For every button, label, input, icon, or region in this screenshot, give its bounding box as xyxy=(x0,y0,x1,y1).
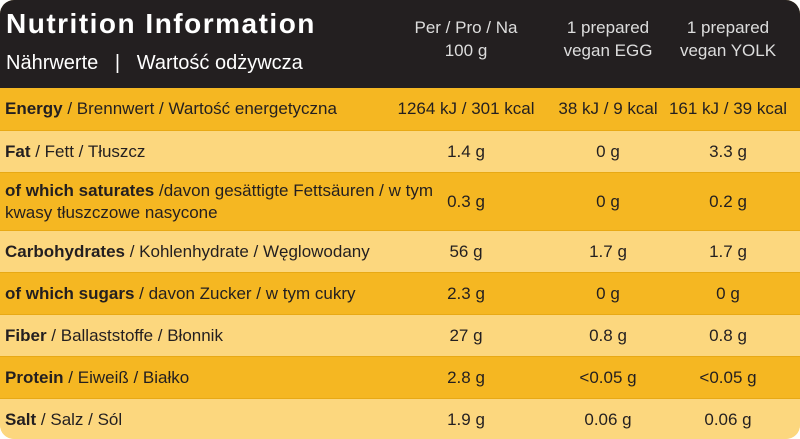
table-row: Protein / Eiweiß / Białko 2.8 g <0.05 g <0.… xyxy=(0,356,800,399)
table-row: of which saturates /davon gesättigte Fet… xyxy=(0,172,800,231)
cell-value: 3.3 g xyxy=(709,142,747,161)
row-label: Fiber / Ballaststoffe / Błonnik xyxy=(5,325,435,347)
table-row: Fiber / Ballaststoffe / Błonnik 27 g 0.8 g… xyxy=(0,314,800,357)
row-label: Carbohydrates / Kohlenhydrate / Węglowod… xyxy=(5,241,435,263)
cell-value: <0.05 g xyxy=(579,368,637,387)
cell-value: 38 kJ / 9 kcal xyxy=(558,99,658,118)
row-label: Protein / Eiweiß / Białko xyxy=(5,367,435,389)
table-row: of which sugars / davon Zucker / w tym c… xyxy=(0,272,800,315)
cell-value: 0 g xyxy=(596,284,620,303)
row-label-bold: Carbohydrates xyxy=(5,242,125,261)
row-label-rest: / davon Zucker / w tym cukry xyxy=(134,284,356,303)
subtitle: Nährwerte | Wartość odżywcza xyxy=(6,52,303,74)
cell-value: 2.3 g xyxy=(447,284,485,303)
row-label-bold: Fat xyxy=(5,142,31,161)
cell-value: 1.4 g xyxy=(447,142,485,161)
row-label-bold: Protein xyxy=(5,368,64,387)
row-label: Salt / Salz / Sól xyxy=(5,409,435,431)
row-label-bold: Salt xyxy=(5,409,37,429)
row-label-rest: / Salz / Sól xyxy=(36,409,123,429)
cell-value: 1.7 g xyxy=(589,242,627,261)
header: Nutrition Information Nährwerte | Wartoś… xyxy=(0,0,800,88)
cell-value: 0 g xyxy=(716,284,740,303)
row-label-rest: / Brennwert / Wartość energetyczna xyxy=(62,99,337,118)
table-row: Energy / Brennwert / Wartość energetyczn… xyxy=(0,88,800,130)
cell-value: 0.06 g xyxy=(584,409,632,429)
cell-value: <0.05 g xyxy=(699,368,757,387)
title: Nutrition Information xyxy=(6,8,316,39)
column-header: Per / Pro / Na 100 g xyxy=(415,16,518,62)
cell-value: 0 g xyxy=(596,192,620,211)
cell-value: 27 g xyxy=(449,326,483,345)
column-header-line: 100 g xyxy=(444,41,488,60)
cell-value: 0.3 g xyxy=(447,192,485,211)
column-header: 1 prepared vegan YOLK xyxy=(680,16,776,62)
table-row: Salt / Salz / Sól 1.9 g 0.06 g 0.06 g xyxy=(0,398,800,439)
cell-value: 1.7 g xyxy=(709,242,747,261)
cell-value: 1264 kJ / 301 kcal xyxy=(397,99,535,118)
cell-value: 0.06 g xyxy=(704,409,752,429)
row-label-bold: of which sugars xyxy=(5,284,135,303)
row-label-rest: / Fett / Tłuszcz xyxy=(30,142,146,161)
row-label: Energy / Brennwert / Wartość energetyczn… xyxy=(5,98,435,120)
row-label-rest: / Kohlenhydrate / Węglowodany xyxy=(124,242,370,261)
cell-value: 56 g xyxy=(449,242,483,261)
column-header-line: 1 prepared xyxy=(566,18,650,37)
row-label-rest: /davon gesättigte Fettsäuren / w tym kwa… xyxy=(5,181,434,222)
table-row: Fat / Fett / Tłuszcz 1.4 g 0 g 3.3 g xyxy=(0,130,800,173)
column-header: 1 prepared vegan EGG xyxy=(564,16,653,62)
row-label-bold: Energy xyxy=(5,99,63,118)
row-label-bold: of which saturates xyxy=(5,181,155,200)
table-row: Carbohydrates / Kohlenhydrate / Węglowod… xyxy=(0,230,800,273)
row-label-bold: Fiber xyxy=(5,326,47,345)
cell-value: 0.2 g xyxy=(709,192,747,211)
cell-value: 0.8 g xyxy=(709,326,747,345)
cell-value: 2.8 g xyxy=(447,368,485,387)
column-header-line: 1 prepared xyxy=(686,18,770,37)
column-header-line: vegan YOLK xyxy=(679,41,777,60)
row-label-rest: / Eiweiß / Białko xyxy=(63,368,190,387)
row-label: Fat / Fett / Tłuszcz xyxy=(5,141,435,163)
cell-value: 161 kJ / 39 kcal xyxy=(668,99,788,118)
column-header-line: Per / Pro / Na xyxy=(414,18,518,37)
cell-value: 1.9 g xyxy=(447,409,485,429)
row-label: of which sugars / davon Zucker / w tym c… xyxy=(5,283,435,305)
column-header-line: vegan EGG xyxy=(563,41,653,60)
cell-value: 0.8 g xyxy=(589,326,627,345)
row-label: of which saturates /davon gesättigte Fet… xyxy=(5,180,435,224)
cell-value: 0 g xyxy=(596,142,620,161)
row-label-rest: / Ballaststoffe / Błonnik xyxy=(46,326,223,345)
